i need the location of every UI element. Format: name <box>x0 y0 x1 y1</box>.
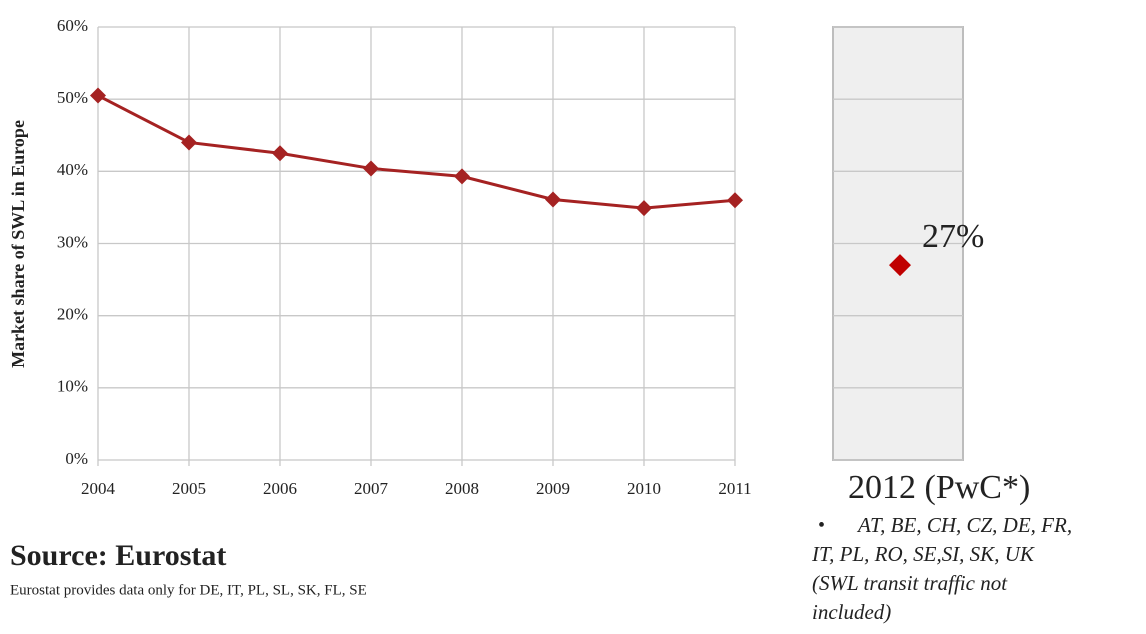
highlight-label: 2012 (PwC*) <box>848 469 1030 506</box>
data-point <box>454 168 470 185</box>
x-tick-label: 2005 <box>172 479 206 498</box>
y-tick-label: 20% <box>57 305 88 324</box>
y-tick-label: 60% <box>57 16 88 35</box>
x-tick-label: 2009 <box>536 479 570 498</box>
y-tick-label: 10% <box>57 377 88 396</box>
x-tick-label: 2004 <box>81 479 116 498</box>
note-line: AT, BE, CH, CZ, DE, FR, <box>856 513 1072 537</box>
data-point <box>90 87 106 104</box>
x-tick-label: 2010 <box>627 479 661 498</box>
footnote: Eurostat provides data only for DE, IT, … <box>10 582 367 598</box>
highlight-value-label: 27% <box>922 218 984 255</box>
x-tick-label: 2008 <box>445 479 479 498</box>
y-tick-label: 40% <box>57 160 88 179</box>
data-point <box>272 145 288 162</box>
series-line <box>97 94 736 210</box>
y-tick-label: 50% <box>57 88 88 107</box>
y-axis-label: Market share of SWL in Europe <box>8 120 28 368</box>
y-tick-label: 30% <box>57 232 88 251</box>
x-tick-label: 2011 <box>718 479 751 498</box>
note-line: IT, PL, RO, SE,SI, SK, UK <box>811 542 1035 566</box>
data-point <box>636 200 652 217</box>
data-point <box>727 192 743 209</box>
highlight-point <box>889 254 911 277</box>
note-line: included) <box>812 600 891 624</box>
source: Source: Eurostat <box>10 539 226 572</box>
data-point <box>545 191 561 208</box>
bullet: • <box>818 515 825 537</box>
data-point <box>181 134 197 151</box>
y-tick-label: 0% <box>65 449 88 468</box>
note-line: (SWL transit traffic not <box>812 571 1008 595</box>
x-tick-label: 2006 <box>263 479 297 498</box>
data-point <box>363 160 379 177</box>
x-tick-label: 2007 <box>354 479 389 498</box>
